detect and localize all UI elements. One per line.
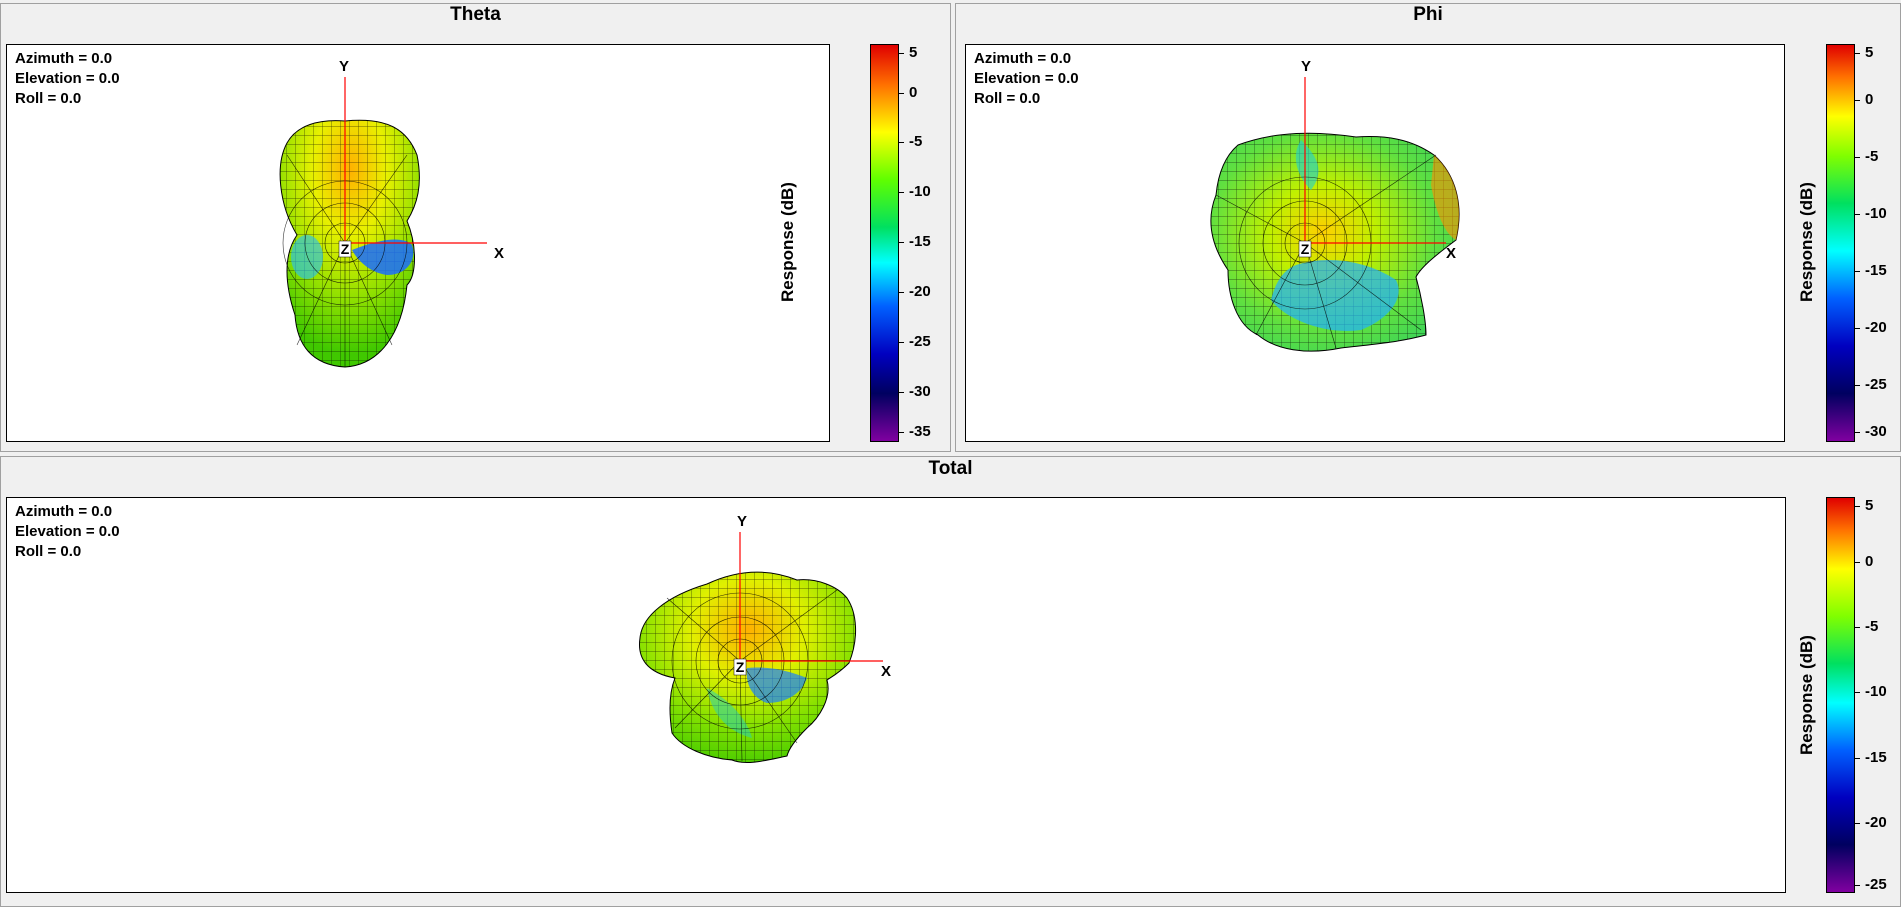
total-orientation-readout: Azimuth = 0.0 Elevation = 0.0 Roll = 0.0 [15,502,120,562]
theta-null-left [291,235,323,279]
phi-plot-area[interactable]: Azimuth = 0.0 Elevation = 0.0 Roll = 0.0 [965,44,1785,442]
total-3d-pattern: Y X Z [638,513,891,763]
total-roll: Roll = 0.0 [15,543,82,560]
theta-axis-z-label: Z [341,241,350,257]
total-azimuth: Azimuth = 0.0 [15,503,113,520]
phi-hot-edge [1431,155,1460,240]
total-colorbar-tick: -20 [1854,814,1887,831]
total-colorbar-tick: -5 [1853,618,1879,635]
phi-colorbar-tick: 0 [1853,91,1874,108]
total-axis-z-label: Z [736,659,745,675]
phi-colorbar-tick: -25 [1854,376,1887,393]
phi-orientation-readout: Azimuth = 0.0 Elevation = 0.0 Roll = 0.0 [974,49,1079,109]
theta-plot-area[interactable]: Azimuth = 0.0 Elevation = 0.0 Roll = 0.0 [6,44,830,442]
theta-colorbar-tick: 0 [897,84,918,101]
total-lower-null [707,688,752,738]
theta-colorbar [870,44,899,442]
phi-axis-z-label: Z [1301,241,1310,257]
phi-colorbar-tick: 5 [1853,44,1874,61]
theta-elevation: Elevation = 0.0 [15,70,120,87]
phi-colorbar-tick: -10 [1854,205,1887,222]
phi-colorbar-tick: -5 [1853,148,1879,165]
phi-axis-y-label: Y [1301,58,1311,75]
theta-colorbar-tick: -20 [898,283,931,300]
phi-elevation: Elevation = 0.0 [974,70,1079,87]
theta-colorbar-tick: -35 [898,423,931,440]
phi-colorbar-label: Response (dB) [1797,182,1816,302]
total-colorbar-tick: 5 [1853,497,1874,514]
phi-3d-pattern: Y X Z [1210,58,1460,352]
total-pane: Total Azimuth = 0.0 Elevation = 0.0 Roll… [0,456,1901,907]
theta-colorbar-tick: 5 [897,44,918,61]
theta-roll: Roll = 0.0 [15,90,82,107]
total-colorbar-tick: 0 [1853,553,1874,570]
theta-axis-y-label: Y [339,58,349,75]
total-colorbar-tick: -15 [1854,749,1887,766]
theta-colorbar-label: Response (dB) [778,182,797,302]
phi-colorbar-tick: -15 [1854,262,1887,279]
total-axis-y-label: Y [737,513,747,530]
theta-axis-x-label: X [494,245,504,262]
phi-roll: Roll = 0.0 [974,90,1041,107]
phi-colorbar [1826,44,1855,442]
total-title: Total [928,458,973,479]
theta-pane: Theta Azimuth = 0.0 Elevation = 0.0 Roll… [0,0,951,452]
total-colorbar-tick: -25 [1854,876,1887,893]
total-plot-area[interactable]: Azimuth = 0.0 Elevation = 0.0 Roll = 0.0 [6,497,1786,893]
theta-colorbar-tick: -10 [898,183,931,200]
total-colorbar-tick: -10 [1854,683,1887,700]
theta-colorbar-tick: -15 [898,233,931,250]
total-colorbar [1826,497,1855,893]
theta-3d-pattern: Y X Z [279,58,504,368]
theta-orientation-readout: Azimuth = 0.0 Elevation = 0.0 Roll = 0.0 [15,49,120,109]
phi-colorbar-tick: -20 [1854,319,1887,336]
phi-title: Phi [1413,4,1443,25]
total-colorbar-label: Response (dB) [1797,635,1816,755]
theta-colorbar-tick: -5 [897,133,923,150]
theta-title: Theta [450,4,501,25]
theta-colorbar-tick: -25 [898,333,931,350]
phi-azimuth: Azimuth = 0.0 [974,50,1072,67]
total-elevation: Elevation = 0.0 [15,523,120,540]
phi-colorbar-tick: -30 [1854,423,1887,440]
phi-null-region [1271,260,1399,331]
phi-axis-x-label: X [1446,245,1456,262]
total-axis-x-label: X [881,663,891,680]
theta-azimuth: Azimuth = 0.0 [15,50,113,67]
theta-colorbar-tick: -30 [898,383,931,400]
theta-pane-frame [0,3,951,452]
phi-pane: Phi Azimuth = 0.0 Elevation = 0.0 Roll =… [955,0,1901,452]
